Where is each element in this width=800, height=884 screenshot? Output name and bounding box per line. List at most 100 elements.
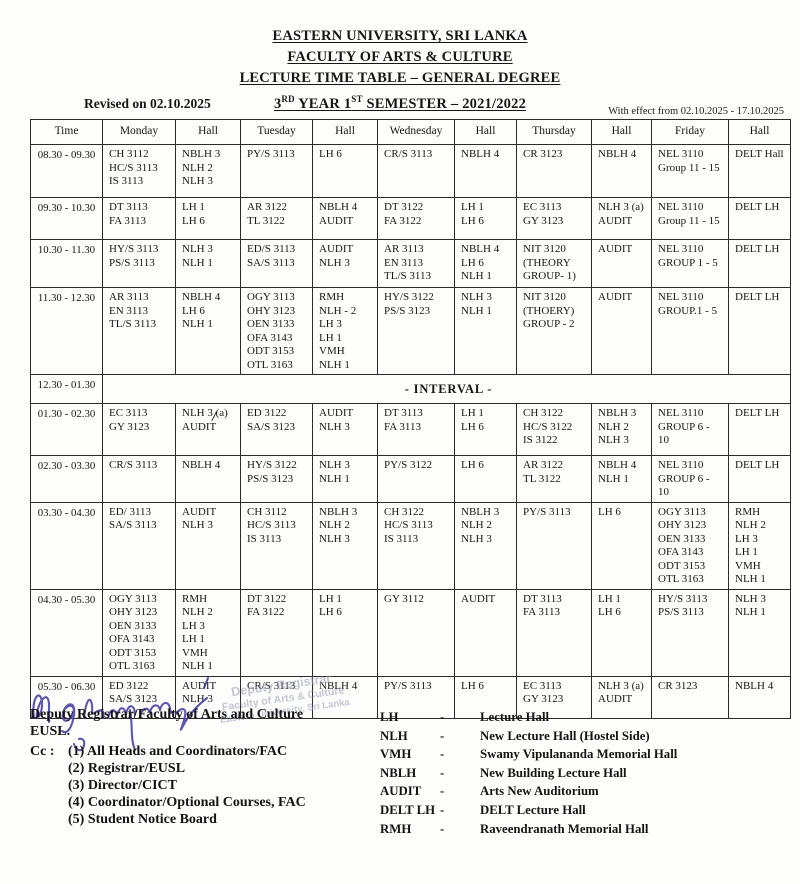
- cell-line: NBLH 4: [598, 148, 637, 160]
- cell-line: AR 3122: [247, 201, 288, 213]
- hall-cell: LH 1 LH 6: [312, 588, 378, 677]
- column-header: Hall: [728, 119, 791, 145]
- cell-line: NLH 3: [319, 532, 350, 545]
- cell-line: AR 3113: [384, 243, 424, 255]
- cell-line: RMH: [319, 291, 345, 303]
- cell-line: NLH 1: [319, 358, 350, 371]
- course-cell: DT 3122 FA 3122: [377, 197, 455, 240]
- cell-line: NLH 1: [182, 256, 213, 269]
- cell-line: DELT LH: [735, 459, 780, 471]
- column-header: Hall: [591, 119, 652, 145]
- cell-line: VMH: [735, 559, 761, 572]
- cell-line: SA/S 3113: [109, 519, 157, 531]
- cell-line: OGY 3113: [658, 505, 706, 518]
- course-cell: CR 3123: [516, 144, 592, 198]
- cell-line: NLH 2: [461, 519, 492, 531]
- hall-cell: NBLH 3 NLH 2 NLH 3: [454, 501, 517, 590]
- legend-row: DELT LH - DELT Lecture Hall: [380, 801, 677, 820]
- course-cell: NIT 3120 (THEORY GROUP- 1): [516, 239, 592, 288]
- course-cell: OGY 3113 OHY 3123 OEN 3133 OFA 3143 ODT 3153…: [651, 501, 729, 590]
- cell-line: OTL 3163: [109, 660, 155, 672]
- course-cell: ED 3122 SA/S 3123: [240, 403, 313, 456]
- cell-line: AUDIT: [598, 243, 633, 255]
- course-cell: EC 3113 GY 3123: [102, 403, 176, 456]
- hall-cell: NBLH 3 NLH 2 NLH 3: [591, 403, 652, 456]
- cell-line: SA/S 3113: [247, 256, 295, 269]
- time-cell: 01.30 - 02.30: [30, 403, 103, 456]
- cell-line: GROUP 6 -: [658, 472, 710, 485]
- course-cell: AR 3122 TL 3122: [240, 197, 313, 240]
- time-cell: 08.30 - 09.30: [30, 144, 103, 198]
- cell-line: HY/S 3113: [109, 243, 159, 255]
- table-row: 08.30 - 09.30 CH 3112 HC/S 3113 IS 3113 NBLH…: [30, 144, 791, 198]
- cell-line: DT 3113: [523, 592, 562, 605]
- cell-line: ED/ 3113: [109, 505, 152, 518]
- cell-line: NLH 3: [182, 175, 213, 187]
- cell-line: AUDIT: [319, 407, 354, 419]
- course-cell: DT 3122 FA 3122: [240, 588, 313, 677]
- cell-line: LH 1: [461, 201, 484, 213]
- cell-line: NBLH 4: [461, 148, 500, 160]
- cell-line: OHY 3123: [247, 304, 296, 317]
- cell-line: NLH 2: [182, 606, 213, 618]
- cell-line: NLH 1: [461, 270, 492, 282]
- year-semester-title: 3RD YEAR 1ST SEMESTER – 2021/2022: [273, 94, 527, 112]
- cell-line: EC 3113: [523, 201, 562, 213]
- cell-line: ODT 3153: [658, 559, 706, 572]
- signature-block: Deputy Registrar/Faculty of Arts and Cul…: [30, 706, 306, 828]
- legend-abbr: NBLH: [380, 765, 417, 780]
- course-cell: ED/ 3113 SA/S 3113: [102, 501, 176, 590]
- cell-line: HC/S 3113: [247, 519, 296, 531]
- effective-period: With effect from 02.10.2025 - 17.10.2025: [608, 106, 784, 117]
- cell-line: GROUP 6 -: [658, 420, 710, 433]
- course-cell: NEL 3110 GROUP.1 - 5: [651, 287, 729, 375]
- cell-line: GROUP - 2: [523, 318, 575, 330]
- cell-line: OFA 3143: [247, 331, 293, 344]
- hall-cell: NBLH 3 NLH 2 NLH 3: [312, 501, 378, 590]
- cell-line: NLH 2: [182, 161, 213, 174]
- cell-line: HC/S 3122: [523, 420, 573, 433]
- cell-line: LH 6: [598, 606, 621, 618]
- course-cell: AR 3113 EN 3113 TL/S 3113: [377, 239, 455, 288]
- cell-line: EN 3113: [109, 304, 149, 317]
- cell-line: NLH 3: [319, 459, 350, 471]
- cell-line: LH 1: [319, 331, 342, 344]
- course-cell: PY/S 3113: [516, 501, 592, 590]
- timetable-body: 08.30 - 09.30 CH 3112 HC/S 3113 IS 3113 NBLH…: [30, 144, 791, 719]
- cell-line: AUDIT: [182, 420, 217, 433]
- cell-line: NLH 3: [461, 291, 492, 303]
- course-cell: PY/S 3122: [377, 455, 455, 503]
- cell-line: LH 6: [319, 606, 342, 618]
- table-row: 04.30 - 05.30 OGY 3113 OHY 3123 OEN 3133 OFA…: [30, 588, 791, 677]
- cell-line: NBLH 4: [182, 291, 221, 303]
- revised-date: Revised on 02.10.2025: [84, 96, 211, 111]
- cell-line: LH 3: [735, 532, 758, 545]
- cell-line: NBLH 3: [182, 148, 221, 160]
- cell-line: CH 3112: [109, 148, 149, 160]
- table-row: 09.30 - 10.30 DT 3113 FA 3113 LH 1 LH 6 AR 31…: [30, 197, 791, 240]
- table-row: 01.30 - 02.30 EC 3113 GY 3123 NLH 3 (a) AUDI…: [30, 403, 791, 456]
- cc-item: (1) All Heads and Coordinators/FAC: [68, 744, 288, 759]
- hall-cell: DELT LH: [728, 239, 791, 288]
- cell-line: FA 3122: [247, 606, 285, 618]
- legend-dash: -: [440, 765, 445, 780]
- cell-line: NIT 3120: [523, 291, 566, 303]
- cell-line: NBLH 4: [319, 679, 358, 692]
- cell-line: SA/S 3123: [247, 420, 295, 433]
- document-header: EASTERN UNIVERSITY, SRI LANKA FACULTY OF…: [0, 26, 800, 115]
- legend: LH - Lecture Hall NLH - New Lecture Hall (Hos…: [380, 708, 677, 838]
- hall-cell: DELT LH: [728, 403, 791, 456]
- cell-line: FA 3113: [523, 606, 560, 618]
- cell-line: NLH 1: [319, 472, 350, 485]
- cell-line: NLH 3: [319, 256, 350, 269]
- column-header: Tuesday: [240, 119, 313, 145]
- cell-line: OTL 3163: [247, 358, 293, 371]
- course-cell: NIT 3120 (THOERY) GROUP - 2: [516, 287, 592, 375]
- cell-line: EC 3113: [523, 679, 562, 692]
- cell-line: OTL 3163: [658, 573, 704, 585]
- legend-name: Arts New Auditorium: [480, 784, 599, 799]
- cell-line: IS 3122: [523, 434, 558, 446]
- hall-cell: AUDIT NLH 3: [312, 239, 378, 288]
- cell-line: LH 3: [319, 318, 342, 330]
- organization: EUSL.: [30, 724, 71, 739]
